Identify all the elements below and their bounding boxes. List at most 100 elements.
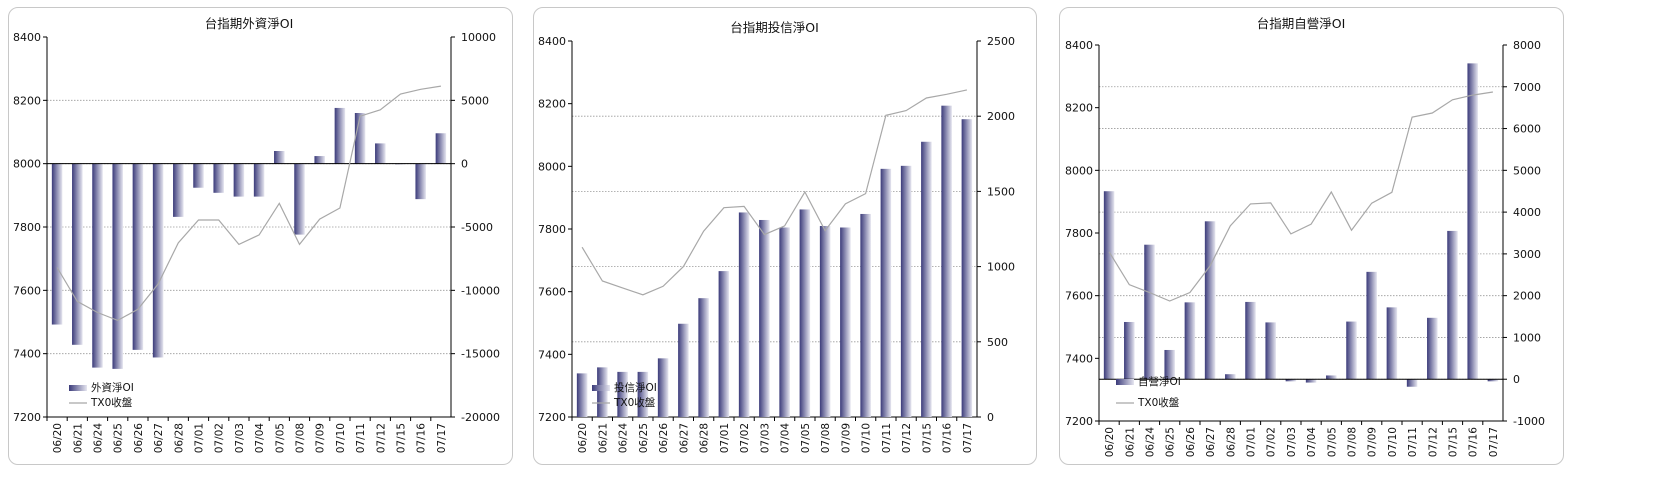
bar	[132, 163, 144, 350]
legend-line-label: TX0收盤	[1137, 396, 1180, 409]
bar	[1487, 379, 1499, 382]
bar	[921, 141, 932, 417]
bar	[1305, 379, 1317, 383]
x-tick-label: 06/25	[638, 423, 650, 453]
x-tick-label: 07/17	[1488, 427, 1500, 457]
bar	[1265, 322, 1276, 380]
legend-bar-label: 自營淨OI	[1138, 375, 1181, 388]
dealer-oi-chart: 台指期自營淨OI 8400 8200 8000 7800 7600 7400 7200 8000…	[1065, 16, 1545, 457]
bar	[1427, 317, 1438, 380]
left-tick-label: 8200	[1065, 102, 1093, 115]
bar	[1245, 301, 1256, 380]
x-tick-label: 07/08	[295, 423, 307, 453]
bar	[213, 163, 224, 193]
x-tick-label: 06/28	[699, 423, 711, 453]
left-tick-label: 8000	[1065, 164, 1093, 177]
price-line	[581, 89, 968, 296]
x-tick-label: 06/26	[133, 423, 145, 454]
bar	[1225, 374, 1236, 380]
legend: 投信淨OI TX0收盤	[592, 381, 657, 409]
bar	[1467, 63, 1478, 380]
bar	[1164, 349, 1175, 380]
bar	[1447, 230, 1458, 380]
bar	[233, 163, 245, 197]
x-tick-label: 06/21	[597, 423, 609, 453]
x-tick-label: 07/12	[901, 423, 913, 453]
bar	[274, 151, 285, 164]
bar	[941, 105, 952, 417]
x-tick-label: 07/11	[881, 423, 893, 453]
x-tick-label: 07/08	[1347, 427, 1359, 457]
x-tick-label: 07/15	[396, 423, 408, 453]
left-tick-label: 7200	[1065, 415, 1093, 428]
bar	[92, 163, 103, 368]
bar	[1204, 221, 1216, 380]
right-tick-label: 8000	[1513, 39, 1541, 52]
bar	[880, 168, 892, 417]
bar	[597, 367, 608, 417]
bar	[1406, 379, 1418, 387]
bar	[294, 163, 305, 235]
bar	[1346, 321, 1357, 380]
bar	[152, 163, 164, 358]
x-tick-label: 06/24	[93, 423, 105, 454]
x-tick-label: 07/12	[1427, 427, 1439, 457]
x-tick-label: 07/17	[436, 423, 448, 453]
right-tick-label: 2500	[987, 35, 1015, 48]
bar	[354, 113, 366, 164]
x-tick-label: 07/05	[274, 423, 286, 453]
bar	[193, 163, 204, 188]
bar	[900, 165, 912, 417]
x-tick-label: 07/01	[719, 423, 731, 453]
left-tick-label: 8000	[13, 158, 41, 171]
legend-line-label: TX0收盤	[613, 396, 656, 409]
x-tick-label: 07/08	[820, 423, 832, 453]
left-tick-label: 7400	[13, 348, 41, 361]
bar	[759, 219, 770, 417]
x-tick-label: 06/25	[1165, 427, 1177, 457]
x-tick-label: 07/01	[194, 423, 206, 453]
right-tick-label: 5000	[461, 94, 489, 107]
x-tick-label: 07/01	[1246, 427, 1258, 457]
x-tick-label: 07/15	[921, 423, 933, 453]
x-tick-label: 07/03	[759, 423, 771, 453]
x-tick-label: 06/20	[1104, 427, 1116, 457]
x-tick-label: 07/05	[800, 423, 812, 453]
left-tick-label: 7400	[538, 348, 566, 361]
left-tick-label: 8200	[13, 94, 41, 107]
x-tick-label: 07/05	[1326, 427, 1338, 457]
bar	[779, 227, 790, 417]
legend: 外資淨OI TX0收盤	[69, 382, 134, 409]
x-tick-label: 07/10	[335, 423, 347, 453]
left-tick-label: 7400	[1065, 352, 1093, 365]
x-tick-label: 06/27	[1205, 427, 1217, 457]
legend: 自營淨OI TX0收盤	[1116, 375, 1181, 409]
x-tick-label: 06/21	[1124, 427, 1136, 457]
left-tick-label: 7800	[13, 221, 41, 234]
price-line	[1108, 91, 1493, 302]
bar	[576, 373, 588, 417]
bar	[253, 163, 265, 197]
bar	[678, 323, 689, 417]
x-tick-label: 07/03	[1286, 427, 1298, 457]
x-tick-label: 07/11	[355, 423, 367, 453]
bar	[637, 371, 649, 417]
bar	[112, 163, 123, 369]
bar	[415, 163, 426, 200]
x-tick-label: 07/10	[1387, 427, 1399, 457]
x-tick-label: 06/26	[658, 423, 670, 454]
x-tick-label: 07/02	[739, 423, 751, 453]
left-tick-label: 8400	[538, 35, 566, 48]
bar	[1184, 302, 1196, 380]
bar	[314, 156, 325, 164]
bar	[1386, 307, 1398, 380]
x-tick-label: 07/03	[234, 423, 246, 453]
x-tick-label: 07/12	[375, 423, 387, 453]
bar	[718, 271, 730, 417]
bar	[72, 163, 83, 345]
x-tick-label: 07/15	[1448, 427, 1460, 457]
legend-bar-label: 投信淨OI	[614, 381, 657, 394]
right-tick-label: -10000	[461, 284, 500, 297]
right-tick-label: 0	[1513, 373, 1520, 386]
right-tick-label: 6000	[1513, 123, 1541, 136]
